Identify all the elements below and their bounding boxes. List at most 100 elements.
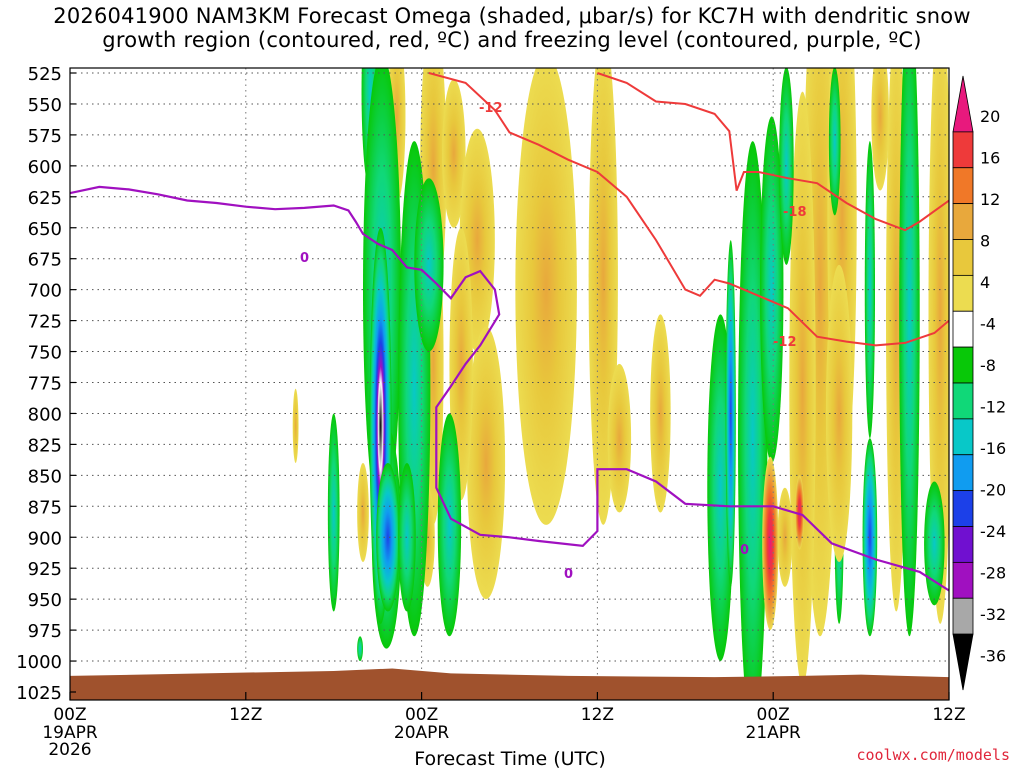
x-tick-label-1: 12Z xyxy=(229,705,262,725)
colorbar-swatch-1 xyxy=(952,131,974,169)
omega-blob-20 xyxy=(292,388,299,463)
colorbar-swatch-15 xyxy=(952,633,974,691)
y-tick-label-17: 950 xyxy=(28,590,62,611)
y-tick-label-6: 675 xyxy=(28,250,62,271)
omega-blob-32 xyxy=(779,68,794,265)
colorbar-swatch-12 xyxy=(952,526,974,563)
colorbar-swatch-5 xyxy=(952,274,974,312)
omega-blob-31 xyxy=(760,116,784,463)
x-tick-year-0: 2026 xyxy=(48,740,91,760)
omega-blob-24 xyxy=(437,413,462,637)
terrain-fill xyxy=(70,668,949,700)
grid-lines xyxy=(70,68,949,700)
colorbar-swatch-14 xyxy=(952,597,974,635)
omega-blob-25 xyxy=(414,178,444,352)
y-tick-label-20: 1025 xyxy=(16,683,62,704)
y-tick-label-3: 600 xyxy=(28,157,62,178)
colorbar-label-5: -4 xyxy=(980,315,996,334)
y-tick-label-16: 925 xyxy=(28,559,62,580)
y-tick-label-4: 625 xyxy=(28,188,62,209)
y-tick-label-10: 775 xyxy=(28,374,62,395)
y-tick-label-13: 850 xyxy=(28,466,62,487)
colorbar-swatch-4 xyxy=(952,239,974,276)
y-tick-label-19: 1000 xyxy=(16,652,62,673)
contour-label-purple-0-left: 0 xyxy=(300,251,309,266)
dgz-minus12-contour xyxy=(428,72,949,347)
y-axis: 525 550 575 600 625 650 675 700 725 750 775 800 825 8… xyxy=(16,64,76,704)
x-tick-date-4: 21APR xyxy=(746,723,802,743)
y-tick-label-15: 900 xyxy=(28,528,62,549)
colorbar-swatch-7 xyxy=(952,346,974,384)
omega-blob-14 xyxy=(789,91,816,686)
omega-blob-39 xyxy=(376,462,400,612)
colorbar-swatch-8 xyxy=(952,382,974,420)
chart-title-line2: growth region (contoured, red, ºC) and f… xyxy=(102,28,922,52)
contour-label-purple-0-mid: 0 xyxy=(564,567,573,582)
colorbar-swatch-13 xyxy=(952,561,974,599)
colorbar-swatch-0 xyxy=(952,75,974,133)
omega-blob-18 xyxy=(871,68,889,191)
x-tick-date-0: 19APR xyxy=(42,723,98,743)
colorbar-label-8: -16 xyxy=(980,439,1006,458)
contour-lines xyxy=(70,72,949,592)
colorbar-swatch-6 xyxy=(952,310,974,348)
plot-frame xyxy=(69,67,950,701)
colorbar-label-0: 20 xyxy=(980,107,1000,126)
colorbar-label-12: -32 xyxy=(980,605,1006,624)
colorbar: 20 16 12 8 4 -4 -8 -12 -16 -20 -24 -28 -32 -36 xyxy=(952,75,1006,691)
contour-label-red-m18: -18 xyxy=(783,205,807,220)
x-axis-label: Forecast Time (UTC) xyxy=(414,748,605,768)
omega-blob-27 xyxy=(327,413,340,612)
omega-blob-3 xyxy=(442,79,466,228)
colorbar-label-6: -8 xyxy=(980,356,996,375)
chart-title-line1: 2026041900 NAM3KM Forecast Omega (shaded… xyxy=(53,4,971,28)
y-tick-label-5: 650 xyxy=(28,219,62,240)
y-tick-label-9: 750 xyxy=(28,343,62,364)
colorbar-label-10: -24 xyxy=(980,522,1006,541)
x-tick-label-4: 00Z xyxy=(757,705,790,725)
contour-label-red-m12-top: -12 xyxy=(479,101,503,116)
omega-shading xyxy=(292,68,949,700)
freezing-level-contour xyxy=(70,185,949,592)
colorbar-label-9: -20 xyxy=(980,481,1006,500)
x-tick-label-0: 00Z xyxy=(53,705,86,725)
y-tick-label-18: 975 xyxy=(28,621,62,642)
omega-blob-9 xyxy=(357,462,369,563)
colorbar-label-3: 8 xyxy=(980,232,990,251)
omega-blob-5 xyxy=(467,326,506,600)
x-tick-date-2: 20APR xyxy=(394,723,450,743)
colorbar-swatch-10 xyxy=(952,454,974,492)
colorbar-label-2: 12 xyxy=(980,190,1000,209)
colorbar-swatch-11 xyxy=(952,490,974,527)
y-tick-label-8: 725 xyxy=(28,312,62,333)
colorbar-label-11: -28 xyxy=(980,564,1006,583)
y-tick-label-14: 875 xyxy=(28,497,62,518)
omega-blob-42 xyxy=(862,438,878,637)
credit-text: coolwx.com/models xyxy=(856,746,1010,764)
omega-blob-6 xyxy=(515,68,577,525)
x-tick-label-5: 12Z xyxy=(932,705,965,725)
y-tick-label-1: 550 xyxy=(28,95,62,116)
y-tick-label-2: 575 xyxy=(28,126,62,147)
colorbar-swatch-2 xyxy=(952,167,974,205)
terrain-shape xyxy=(70,668,949,700)
omega-blob-19 xyxy=(777,487,793,587)
omega-blob-12 xyxy=(650,314,671,513)
y-tick-label-7: 700 xyxy=(28,281,62,302)
y-tick-label-0: 525 xyxy=(28,64,62,85)
omega-blob-11 xyxy=(607,363,632,513)
y-tick-label-12: 825 xyxy=(28,435,62,456)
omega-blob-44 xyxy=(762,456,779,631)
dgz-minus18-contour xyxy=(597,72,949,232)
colorbar-swatch-9 xyxy=(952,418,974,456)
colorbar-swatch-3 xyxy=(952,203,974,240)
contour-label-purple-0-right: 0 xyxy=(740,543,749,558)
chart-title: 2026041900 NAM3KM Forecast Omega (shaded… xyxy=(0,4,1024,52)
colorbar-label-4: 4 xyxy=(980,273,990,292)
omega-blob-28 xyxy=(357,636,363,662)
omega-blob-34 xyxy=(899,68,920,637)
colorbar-label-7: -12 xyxy=(980,398,1006,417)
colorbar-label-1: 16 xyxy=(980,149,1000,168)
